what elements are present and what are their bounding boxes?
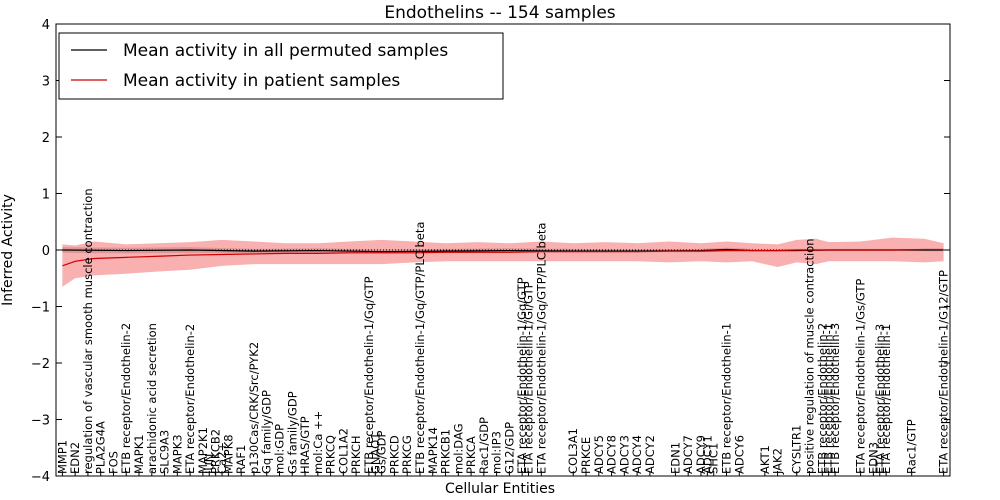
x-category-label: ETB receptor/Endothelin-1/Gq/GTP	[362, 276, 376, 474]
y-tick-label: 0	[42, 244, 50, 259]
x-category-label: SLC9A3	[158, 430, 172, 474]
x-category-label: FOS	[106, 451, 120, 474]
x-category-label: ETA receptor/Endothelin-3	[873, 324, 887, 474]
x-category-label: ETA receptor/Endothelin-1/Gq/GTP/PLC bet…	[534, 223, 548, 474]
x-category-label: ADCY9	[694, 435, 708, 474]
x-category-label: ETA receptor/Endothelin-1/Gs/GTP	[854, 279, 868, 474]
x-category-label: SHC1	[707, 443, 721, 474]
y-tick-label: 2	[42, 131, 50, 146]
y-tick-label: 4	[42, 18, 50, 33]
x-category-label: Ca2+	[215, 442, 229, 474]
x-category-label: ETB receptor/Endothelin-1/Gq/GTP/PLC bet…	[413, 222, 427, 474]
x-category-label: ADCY6	[732, 435, 746, 474]
x-category-label: arachidonic acid secretion	[145, 323, 159, 474]
x-category-label: ADCY7	[681, 435, 695, 474]
x-category-label: ETA receptor/Endothelin-2	[183, 324, 197, 474]
x-category-label: p130Cas/CRK/Src/PYK2	[247, 342, 261, 474]
series-2-line	[62, 248, 944, 267]
x-category-label: MMP1	[55, 440, 69, 474]
legend-label-1: Mean activity in all permuted samples	[123, 41, 448, 61]
x-category-label: ADCY5	[592, 435, 606, 474]
legend-box	[58, 32, 504, 100]
x-category-label: ADCY3	[617, 435, 631, 474]
x-category-label: ETB receptor/Endothelin-3	[828, 323, 842, 474]
y-tick-label: −2	[31, 357, 50, 372]
x-category-label: PRKCB2	[209, 429, 223, 474]
x-category-label: regulation of vascular smooth muscle con…	[81, 188, 95, 474]
x-category-label: CYSLTR1	[790, 425, 804, 474]
x-axis-label: Cellular Entities	[445, 481, 555, 497]
y-axis-label: Inferred Activity	[0, 194, 16, 306]
x-category-label: PRKCE	[579, 437, 593, 474]
x-category-label: EDN1	[668, 442, 682, 474]
x-category-label: ETA receptor/Endothelin-1/Gq/GTP	[515, 277, 529, 474]
x-category-label: MAPK14	[426, 427, 440, 474]
x-category-label: G12/GDP	[502, 422, 516, 474]
chart-title: Endothelins -- 154 samples	[384, 3, 615, 23]
x-category-label: ETA receptor/Endothelin-1	[879, 324, 893, 474]
x-category-label: ADCY1	[700, 435, 714, 474]
x-category-label: Rac1/GDP	[477, 417, 491, 474]
x-category-label: mol:DAG	[451, 423, 465, 474]
x-category-label: MAPK3	[170, 434, 184, 474]
x-category-label: ADCY8	[605, 435, 619, 474]
x-category-label: JUN	[202, 454, 216, 475]
x-category-label: AKT1	[758, 445, 772, 474]
y-tick-label: −4	[31, 470, 50, 485]
x-category-label: Gq family/GDP	[260, 390, 274, 474]
legend-label-2: Mean activity in patient samples	[123, 71, 400, 91]
x-category-label: PRKCH	[349, 435, 363, 474]
x-category-label: COL1A2	[336, 428, 350, 474]
x-category-label: PRKCQ	[324, 435, 338, 474]
x-category-label: ETB receptor/Endothelin-1	[720, 323, 734, 474]
y-tick-label: −1	[31, 301, 50, 316]
x-category-label: PRKCD	[387, 435, 401, 474]
x-category-label: Gs/GDP	[375, 430, 389, 474]
y-tick-label: 3	[42, 75, 50, 90]
x-category-label: MAP2K1	[196, 427, 210, 474]
x-category-label: MAPK8	[221, 434, 235, 474]
x-category-label: PRKCA	[464, 436, 478, 474]
y-tick-label: −3	[31, 414, 50, 429]
x-category-label: PLA2G4A	[94, 421, 108, 474]
x-category-label: ADCY2	[643, 435, 657, 474]
y-tick-label: 1	[42, 188, 50, 203]
x-category-label: Gs family/GDP	[285, 391, 299, 474]
x-category-label: ETA receptor/Endothelin-1/Gi/GTP	[522, 281, 536, 474]
x-category-label: MAPK1	[132, 434, 146, 474]
x-category-label: ETB receptor/Endothelin-2	[815, 323, 829, 474]
x-category-label: mol:GDP	[273, 424, 287, 474]
x-category-label: positive regulation of muscle contractio…	[803, 238, 817, 474]
x-category-label: HRAS/GTP	[298, 416, 312, 474]
x-category-label: EDN2	[68, 442, 82, 474]
x-category-label: ETB receptor/Endothelin-1	[822, 323, 836, 474]
x-category-label: JAK2	[771, 448, 785, 475]
x-category-label: PRKCB1	[439, 429, 453, 474]
x-category-label: ETB receptor/Endothelin-2	[119, 323, 133, 474]
x-category-label: ETA receptor/Endothelin-1/G12/GTP	[937, 270, 951, 474]
x-category-label: EDN3	[866, 442, 880, 474]
x-category-label: PRKCG	[400, 435, 414, 474]
x-category-label: Rac1/GTP	[905, 419, 919, 474]
x-category-label: RAF1	[234, 445, 248, 474]
x-category-label: COL3A1	[566, 428, 580, 474]
x-category-label: ADCY4	[630, 435, 644, 474]
x-category-label: mol:IP3	[490, 431, 504, 474]
x-category-label: GNAO1	[368, 432, 382, 474]
x-category-label: mol:Ca ++	[311, 411, 325, 474]
